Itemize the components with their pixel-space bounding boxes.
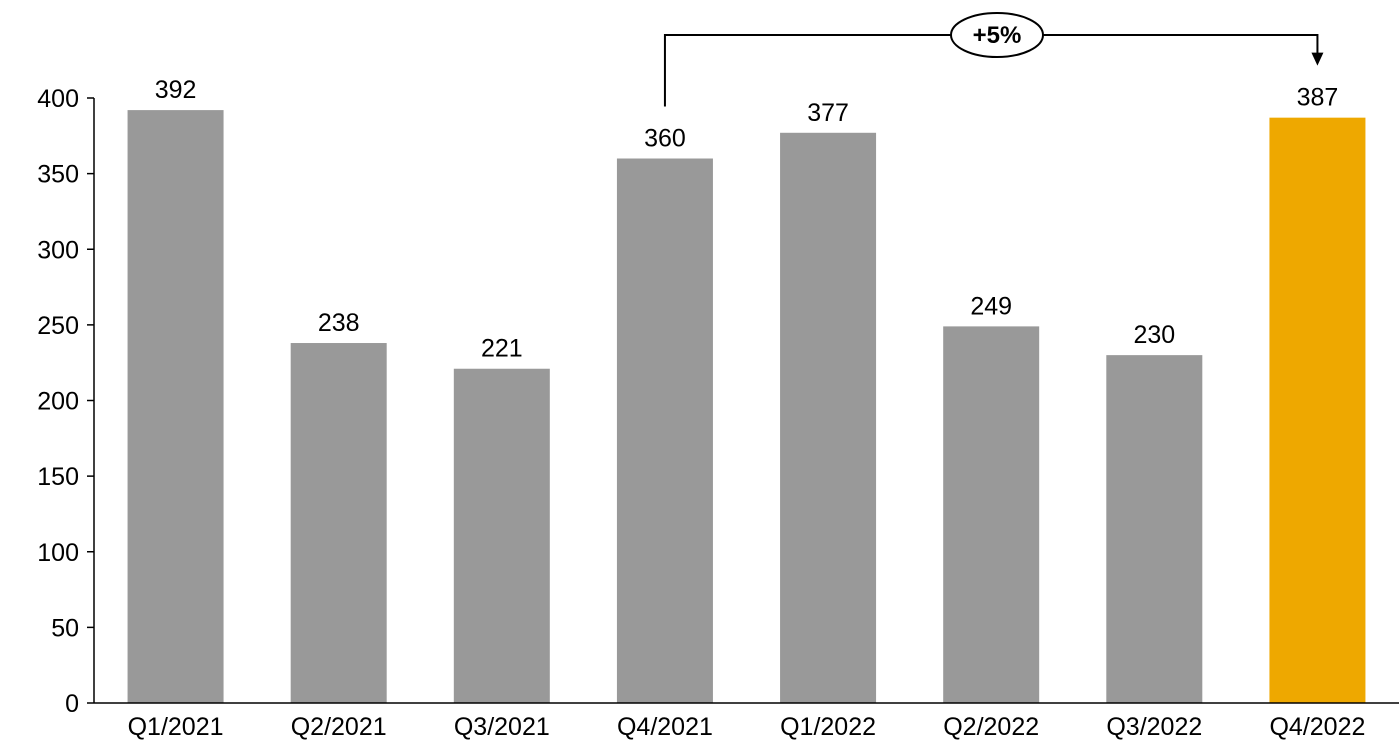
data-label: 221	[481, 335, 523, 363]
x-category-label: Q1/2021	[128, 713, 224, 741]
data-label: 392	[155, 76, 197, 104]
y-tick-label: 100	[37, 539, 79, 567]
x-category-label: Q2/2022	[943, 713, 1039, 741]
y-tick-label: 200	[37, 388, 79, 416]
bar-q2-2022	[943, 326, 1040, 703]
bar-q4-2021	[616, 158, 713, 703]
y-tick-label: 350	[37, 161, 79, 189]
data-label: 249	[970, 292, 1012, 320]
bar-q3-2021	[453, 368, 550, 703]
data-label: 238	[318, 309, 360, 337]
data-label: 377	[807, 99, 849, 127]
x-category-label: Q3/2022	[1106, 713, 1202, 741]
bar-q3-2022	[1106, 355, 1203, 703]
y-axis-ticks: 0 50 100 150 200 250 300 350 400	[37, 85, 79, 718]
axes	[87, 97, 1399, 704]
annotation-bubble	[950, 12, 1044, 58]
bar-q1-2021	[127, 110, 224, 704]
bar-q2-2021	[290, 343, 387, 703]
bars	[127, 110, 1366, 704]
y-tick-label: 300	[37, 236, 79, 264]
y-tick-label: 0	[65, 690, 79, 718]
annotation-arrowhead	[1311, 52, 1324, 66]
data-labels: 392 238 221 360 377 249 230 387	[155, 76, 1339, 363]
growth-annotation: +5%	[663, 12, 1324, 107]
y-tick-label: 150	[37, 463, 79, 491]
annotation-text: +5%	[973, 22, 1022, 49]
x-category-label: Q4/2021	[617, 713, 713, 741]
bar-q1-2022	[780, 132, 877, 704]
y-tick-label: 50	[51, 614, 79, 642]
data-label: 387	[1297, 84, 1339, 112]
category-labels: Q1/2021 Q2/2021 Q3/2021 Q4/2021 Q1/2022 Q2/20…	[128, 713, 1366, 741]
data-label: 230	[1133, 321, 1175, 349]
x-category-label: Q4/2022	[1269, 713, 1365, 741]
bar-q4-2022	[1269, 117, 1366, 704]
x-category-label: Q3/2021	[454, 713, 550, 741]
y-tick-label: 250	[37, 312, 79, 340]
y-tick-label: 400	[37, 85, 79, 113]
x-category-label: Q2/2021	[291, 713, 387, 741]
data-label: 360	[644, 125, 686, 153]
x-category-label: Q1/2022	[780, 713, 876, 741]
